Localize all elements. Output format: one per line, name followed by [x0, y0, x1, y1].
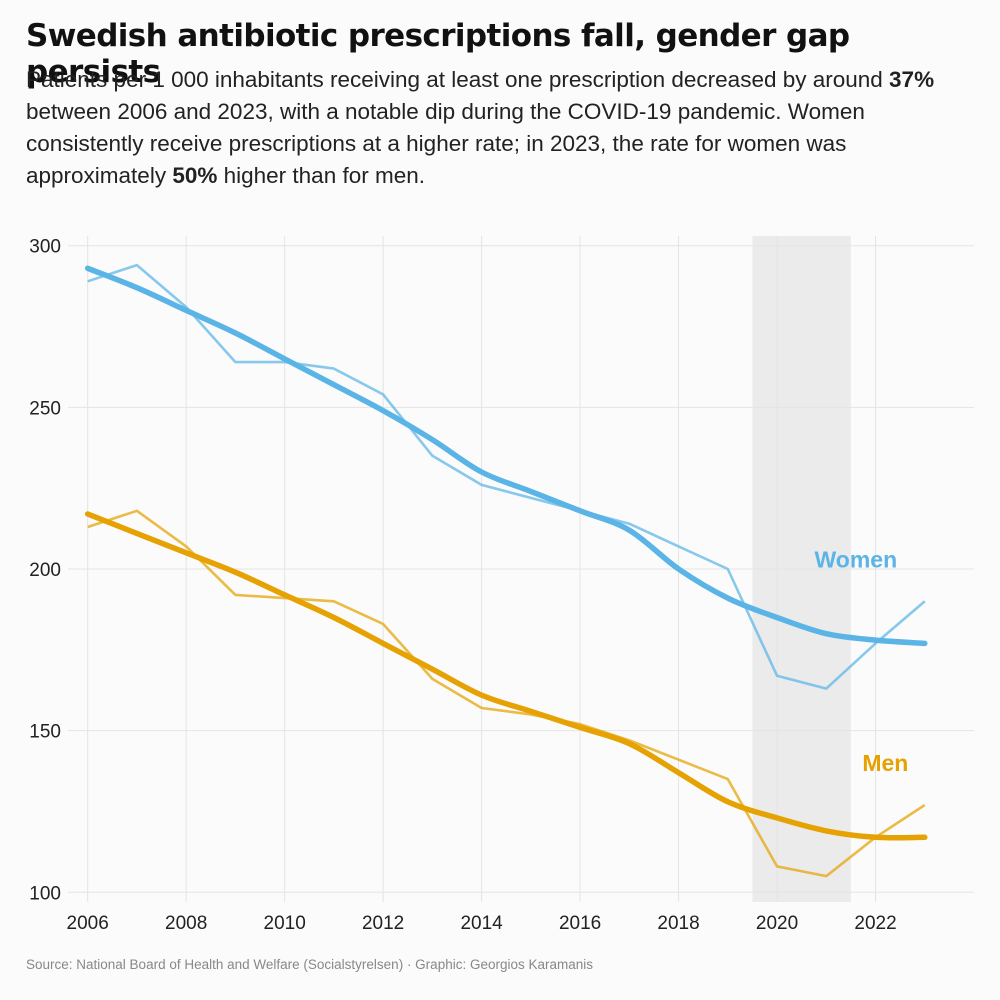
subtitle-part-3: higher than for men.	[217, 163, 425, 188]
women-trend-line	[84, 265, 928, 647]
x-tick-label: 2006	[67, 913, 109, 934]
men-series-line	[87, 509, 926, 878]
x-tick-label: 2008	[165, 913, 207, 934]
y-tick-label: 100	[29, 883, 61, 904]
subtitle-part-1: Patients per 1 000 inhabitants receiving…	[26, 67, 890, 92]
x-tick-label: 2016	[559, 913, 601, 934]
y-tick-label: 300	[29, 237, 61, 258]
subtitle-part-2: between 2006 and 2023, with a notable di…	[26, 99, 865, 188]
men-series-label: Men	[862, 750, 908, 776]
x-tick-label: 2018	[657, 913, 699, 934]
x-tick-label: 2020	[756, 913, 798, 934]
x-tick-label: 2012	[362, 913, 404, 934]
x-tick-label: 2022	[854, 913, 896, 934]
subtitle-highlight-37: 37%	[889, 67, 935, 92]
men-trend-line	[84, 511, 928, 841]
source-note: Source: National Board of Health and Wel…	[26, 957, 594, 972]
subtitle-highlight-50: 50%	[172, 163, 218, 188]
y-tick-label: 250	[29, 398, 61, 419]
chart-title: Swedish antibiotic prescriptions fall, g…	[26, 18, 850, 90]
x-tick-label: 2014	[460, 913, 503, 934]
chart-subtitle: Patients per 1 000 inhabitants receiving…	[26, 64, 976, 192]
y-tick-label: 200	[29, 560, 61, 581]
x-tick-label: 2010	[264, 913, 306, 934]
women-series-line	[87, 263, 926, 690]
y-tick-label: 150	[29, 722, 61, 743]
women-series-label: Women	[815, 546, 898, 572]
